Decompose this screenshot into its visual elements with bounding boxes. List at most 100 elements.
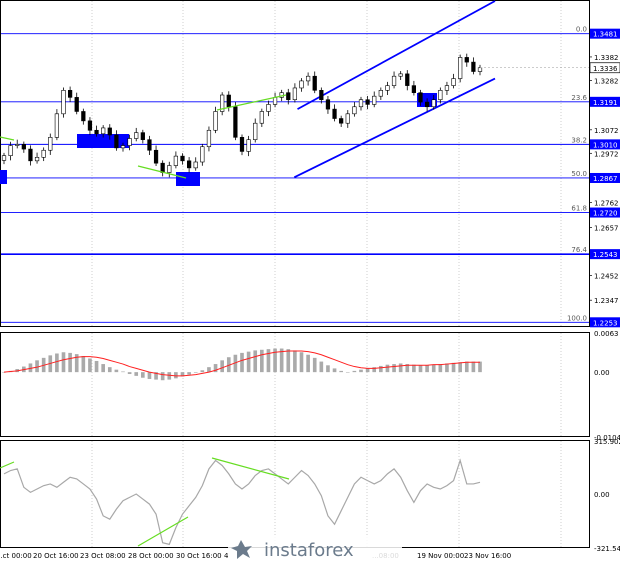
candle-body-65 [431, 99, 436, 108]
price-tick-label-6: 1.2452 [594, 273, 619, 281]
macd-bar-0 [2, 372, 6, 373]
fib-price-label-6: 1.2253 [593, 319, 618, 327]
macd-bar-54 [359, 369, 363, 373]
macd-bar-65 [431, 364, 436, 373]
zone-box-0 [0, 170, 7, 184]
macd-bar-61 [405, 364, 410, 373]
macd-bar-26 [174, 372, 178, 379]
fibonacci-level-labels: 0.0 1.3481 23.6 1.3191 38.2 1.3010 50.0 1.2867 6… [567, 26, 620, 328]
candle-body-4 [28, 148, 33, 162]
fib-price-tag-6 [590, 317, 620, 328]
candle-body-64 [424, 101, 430, 108]
candle-body-21 [140, 132, 145, 140]
candle-body-34 [226, 94, 231, 108]
candle-body-72 [477, 67, 483, 72]
candle-body-19 [127, 138, 132, 146]
price-tick-label-1: 1.3282 [594, 77, 619, 85]
candle-body-59 [391, 75, 397, 86]
macd-bar-52 [345, 372, 350, 373]
macd-bar-71 [471, 361, 476, 373]
fib-price-tag-3 [590, 172, 620, 183]
cci-divergence-0 [0, 461, 15, 469]
macd-bar-28 [187, 372, 191, 375]
fib-ratio-label-1: 23.6 [571, 94, 587, 102]
price-tick-label-3: 1.2972 [594, 150, 619, 158]
fib-price-label-5: 1.2543 [593, 251, 618, 259]
macd-bar-27 [180, 372, 185, 377]
candle-body-50 [332, 108, 337, 119]
macd-bar-72 [478, 361, 482, 373]
time-tick-label-3: 28 Oct 00:00 [128, 552, 174, 560]
macd-bar-42 [279, 348, 284, 373]
macd-bar-11 [74, 354, 79, 373]
time-tick-label-0: ...ct 00:00 [0, 552, 32, 560]
macd-tick-label-2: -0.01044 [594, 434, 620, 442]
candle-body-40 [266, 104, 271, 112]
macd-bar-20 [134, 372, 139, 376]
price-tick-label-7: 1.2347 [594, 297, 619, 305]
macd-bar-22 [147, 372, 152, 379]
candle-body-30 [200, 146, 205, 163]
candle-body-11 [74, 97, 79, 112]
price-tick-label-2: 1.3072 [594, 127, 619, 135]
macd-bar-10 [68, 352, 72, 373]
candle-body-29 [193, 161, 198, 169]
cci-axis: 315.9023 0.00 -321.5476 [594, 438, 620, 553]
price-tick-label-5: 1.2657 [594, 224, 619, 232]
candle-body-55 [365, 99, 370, 105]
candle-body-47 [312, 75, 317, 91]
macd-bar-14 [94, 360, 99, 373]
candle-body-51 [339, 118, 344, 124]
macd-bar-45 [299, 352, 304, 373]
fib-price-label-3: 1.2867 [593, 175, 618, 183]
candle-body-48 [319, 90, 324, 101]
candle-body-8 [54, 113, 60, 138]
macd-bar-43 [286, 349, 291, 373]
time-tick-label-7: 19 Nov 00:00 [417, 552, 464, 560]
fib-price-tag-4 [590, 207, 620, 218]
cci-tick-label-2: -321.5476 [594, 545, 620, 553]
time-tick-label-5: 4 [224, 552, 229, 560]
macd-bar-39 [260, 349, 264, 373]
candle-body-5 [34, 157, 40, 162]
candle-body-57 [378, 90, 383, 97]
fibonacci-levels [1, 33, 589, 323]
candlestick-series [1, 53, 483, 178]
candle-body-49 [325, 99, 331, 110]
candle-body-38 [253, 122, 258, 140]
candle-body-54 [358, 99, 364, 108]
macd-bar-69 [458, 362, 462, 373]
candle-body-31 [206, 129, 212, 148]
candle-body-37 [246, 139, 251, 152]
macd-signal-line [3, 350, 480, 377]
cci-divergence-2 [211, 457, 290, 480]
candle-body-43 [286, 92, 291, 101]
candle-body-53 [352, 106, 357, 115]
candle-body-22 [147, 139, 152, 151]
price-axis: 1.3382 1.3282 1.3072 1.2972 1.2762 1.2657 1.24… [589, 54, 619, 305]
fib-price-label-0: 1.3481 [593, 31, 618, 39]
price-gridlines [91, 1, 562, 548]
fib-price-tag-2 [590, 139, 620, 150]
macd-bar-68 [451, 362, 456, 373]
macd-bar-15 [101, 364, 105, 373]
macd-bar-47 [312, 357, 317, 373]
candle-body-28 [186, 160, 192, 169]
macd-bar-5 [35, 360, 39, 373]
macd-bar-8 [55, 353, 59, 373]
candle-body-45 [299, 80, 304, 89]
macd-bar-34 [226, 357, 231, 373]
fib-price-label-1: 1.3191 [593, 99, 618, 107]
macd-bar-60 [398, 363, 403, 373]
fib-ratio-label-0: 0.0 [576, 26, 587, 34]
candle-body-62 [411, 85, 417, 93]
macd-bar-30 [200, 370, 205, 373]
time-tick-label-1: 20 Oct 16:00 [33, 552, 79, 560]
macd-bar-51 [339, 370, 343, 373]
fib-ratio-label-6: 100.0 [567, 314, 587, 322]
fib-price-tag-0 [590, 28, 620, 39]
macd-bar-67 [445, 363, 449, 373]
macd-bar-53 [352, 370, 357, 373]
macd-bar-13 [88, 358, 92, 373]
